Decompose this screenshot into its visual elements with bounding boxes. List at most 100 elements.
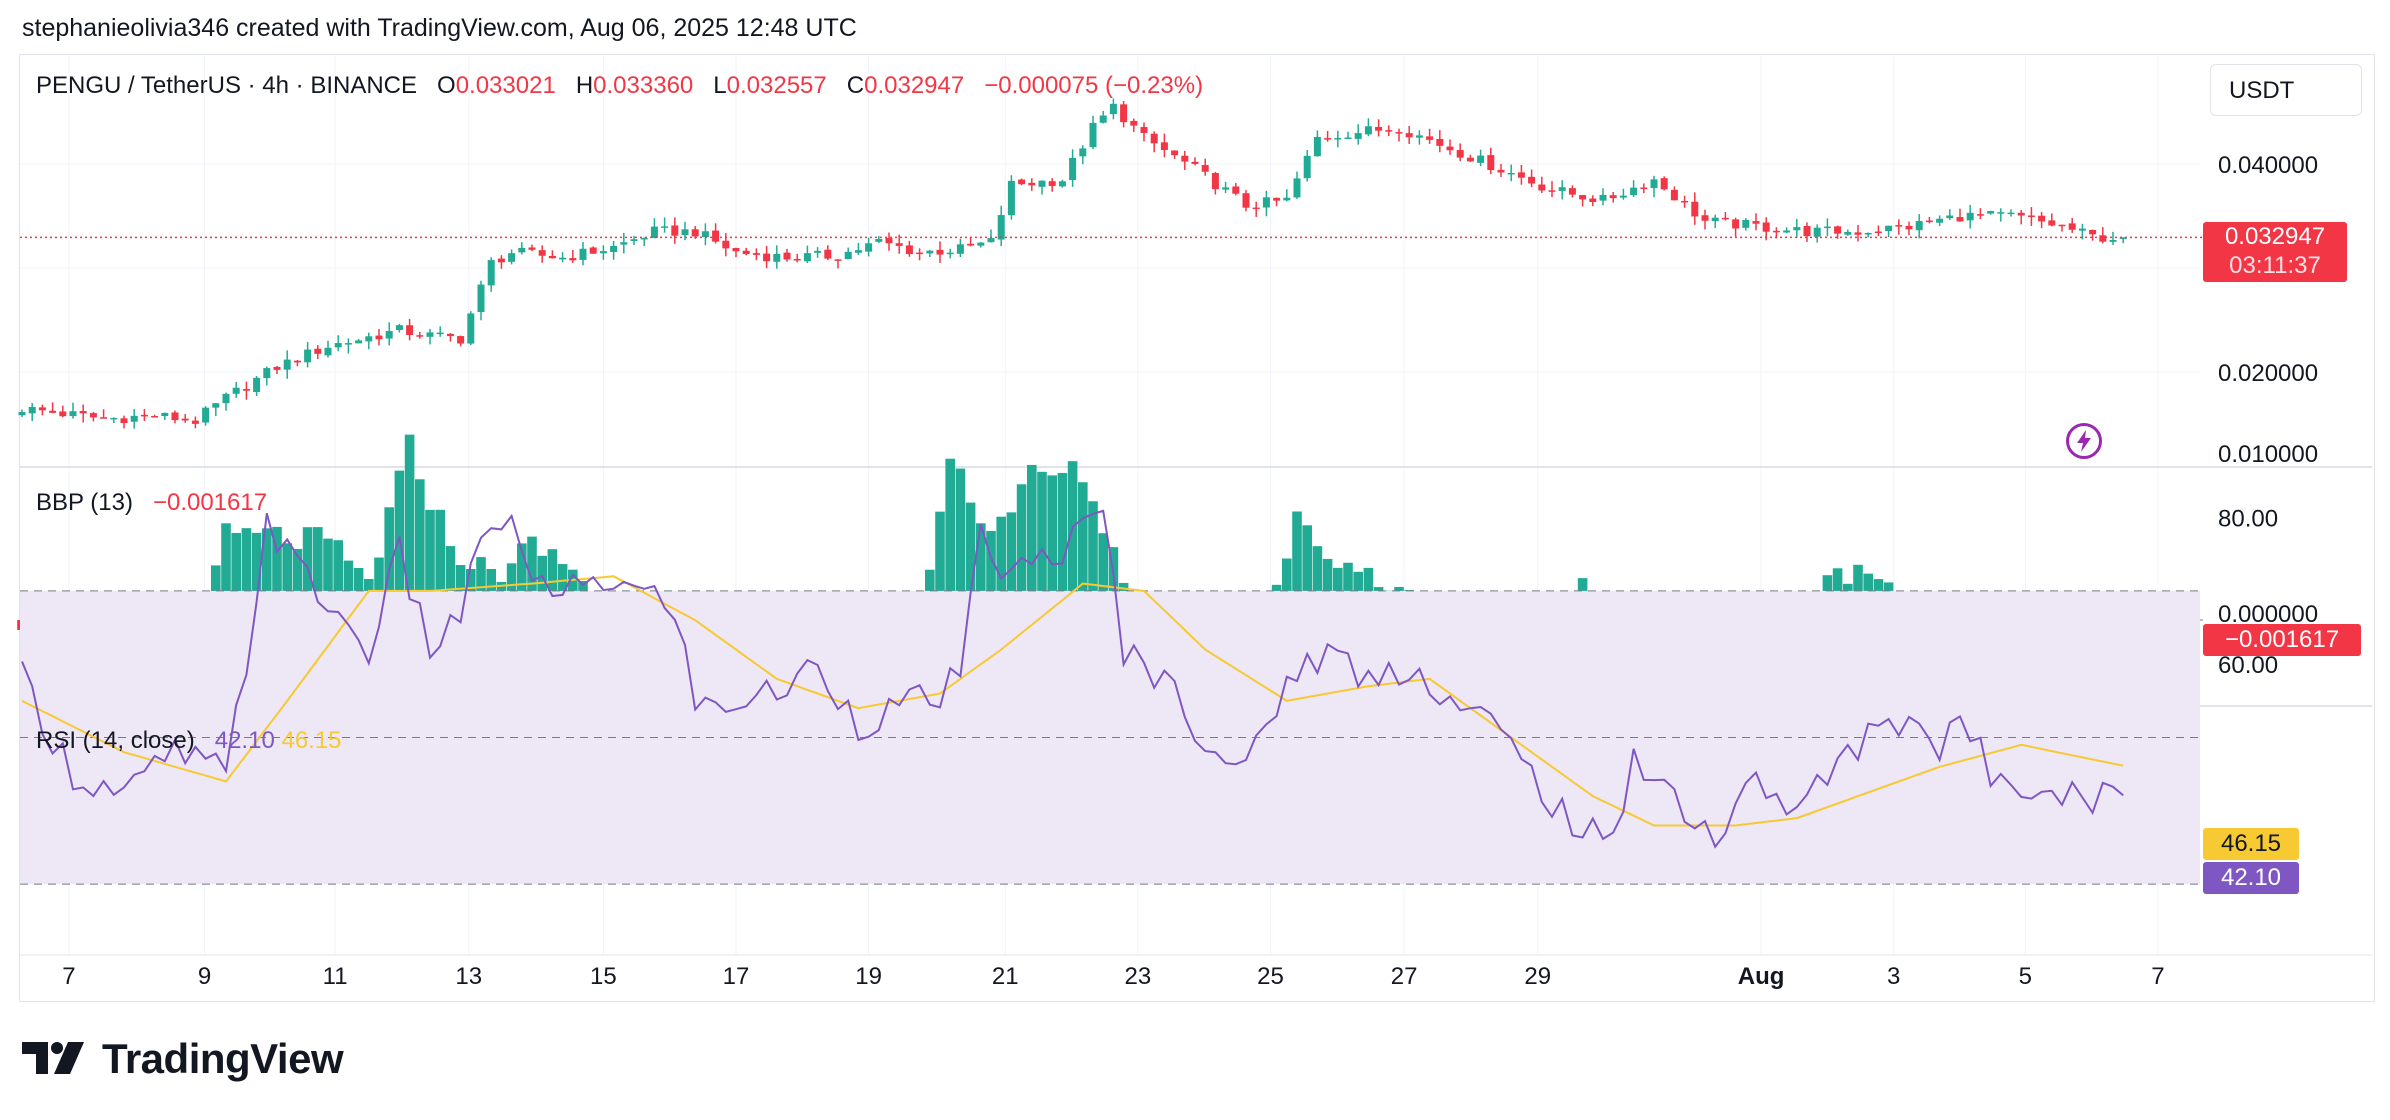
bbp-bar bbox=[547, 549, 558, 620]
x-tick-label: 29 bbox=[1524, 963, 1551, 990]
rsi-band bbox=[20, 590, 2200, 885]
tradingview-logo[interactable]: TradingView bbox=[22, 1035, 344, 1083]
bbp-bar bbox=[1098, 533, 1108, 620]
bbp-bar bbox=[241, 528, 252, 620]
candle bbox=[283, 359, 291, 370]
candle bbox=[2078, 228, 2086, 231]
candle bbox=[1793, 227, 1801, 231]
candle bbox=[1405, 133, 1413, 138]
currency-button[interactable]: USDT bbox=[2210, 64, 2362, 116]
candle bbox=[1191, 161, 1199, 164]
candle bbox=[2007, 212, 2015, 215]
x-tick-label: 9 bbox=[198, 963, 211, 990]
candle bbox=[650, 226, 658, 239]
candle bbox=[1415, 135, 1423, 138]
candle bbox=[253, 377, 261, 393]
bbp-bar bbox=[445, 546, 456, 620]
bbp-bar bbox=[476, 557, 486, 620]
candle bbox=[508, 253, 516, 262]
candle bbox=[1273, 197, 1281, 201]
candle bbox=[365, 336, 373, 342]
candle bbox=[2017, 212, 2025, 216]
x-tick-label: 7 bbox=[62, 963, 75, 990]
candle bbox=[824, 249, 832, 259]
candle bbox=[1007, 180, 1015, 216]
candle bbox=[742, 250, 750, 255]
low-value: 0.032557 bbox=[726, 72, 827, 99]
low-label: L bbox=[713, 72, 727, 99]
bbp-bar bbox=[333, 540, 343, 620]
candle bbox=[416, 335, 424, 337]
x-tick-label: 15 bbox=[590, 963, 617, 990]
candle bbox=[1375, 126, 1383, 131]
candle bbox=[1670, 189, 1678, 201]
bbp-bar bbox=[1047, 475, 1057, 620]
candle bbox=[1895, 225, 1903, 227]
bbp-bar bbox=[1016, 484, 1027, 620]
candle bbox=[1976, 214, 1984, 216]
rsi-value: 42.10 bbox=[214, 727, 275, 754]
bbp-label[interactable]: BBP (13) bbox=[36, 489, 133, 516]
candle bbox=[559, 257, 567, 260]
x-tick-label: 27 bbox=[1391, 963, 1418, 990]
candle bbox=[589, 247, 597, 254]
candle bbox=[1650, 179, 1658, 189]
candle bbox=[1456, 150, 1464, 158]
bbp-bar bbox=[1088, 501, 1098, 620]
candle bbox=[2089, 229, 2097, 235]
candle bbox=[1558, 187, 1566, 191]
candle bbox=[1109, 103, 1117, 115]
bbp-bar bbox=[1027, 464, 1037, 620]
candle bbox=[773, 253, 781, 262]
candle bbox=[1936, 218, 1944, 223]
candle bbox=[2058, 224, 2066, 227]
candle bbox=[1946, 215, 1954, 219]
candle bbox=[1681, 200, 1689, 203]
candle bbox=[334, 343, 342, 348]
bbp-bar bbox=[945, 458, 955, 620]
candle bbox=[232, 387, 240, 394]
candle bbox=[1660, 178, 1668, 190]
candle bbox=[528, 247, 536, 250]
candle bbox=[1140, 127, 1148, 133]
bbp-bar bbox=[425, 509, 435, 620]
candle bbox=[956, 244, 964, 254]
candle bbox=[936, 249, 944, 255]
bbp-bar bbox=[262, 528, 272, 620]
candle bbox=[457, 336, 465, 344]
candle bbox=[222, 393, 230, 404]
bbp-bar bbox=[1302, 525, 1312, 620]
bbp-bar bbox=[1057, 472, 1068, 620]
candle bbox=[1497, 169, 1505, 173]
candle bbox=[1038, 180, 1046, 187]
x-tick-label: 5 bbox=[2019, 963, 2032, 990]
candle bbox=[1395, 132, 1403, 134]
candle bbox=[1201, 165, 1209, 172]
candle bbox=[1507, 173, 1515, 175]
bbp-bar bbox=[313, 527, 323, 620]
candle bbox=[1609, 195, 1617, 199]
lightning-icon[interactable] bbox=[2065, 422, 2103, 460]
candle bbox=[1579, 195, 1587, 200]
bbp-bar bbox=[986, 530, 996, 620]
bbp-bar bbox=[272, 526, 282, 620]
candle bbox=[355, 340, 363, 344]
candle bbox=[1028, 182, 1036, 186]
candle bbox=[1997, 212, 2005, 214]
candle bbox=[865, 243, 873, 252]
candle bbox=[1252, 207, 1260, 210]
candle bbox=[1548, 190, 1556, 192]
bbp-bar bbox=[374, 557, 384, 620]
bbp-bar bbox=[394, 470, 405, 620]
rsi-label[interactable]: RSI (14, close) bbox=[36, 727, 195, 754]
symbol-label[interactable]: PENGU / TetherUS · 4h · BINANCE bbox=[36, 72, 417, 99]
candle bbox=[273, 366, 281, 370]
candle bbox=[1987, 211, 1995, 214]
candle bbox=[1517, 172, 1525, 178]
candle bbox=[1874, 231, 1882, 234]
candle bbox=[2109, 239, 2117, 242]
bbp-bar bbox=[221, 523, 231, 620]
candle bbox=[763, 253, 771, 262]
candle bbox=[344, 343, 352, 345]
